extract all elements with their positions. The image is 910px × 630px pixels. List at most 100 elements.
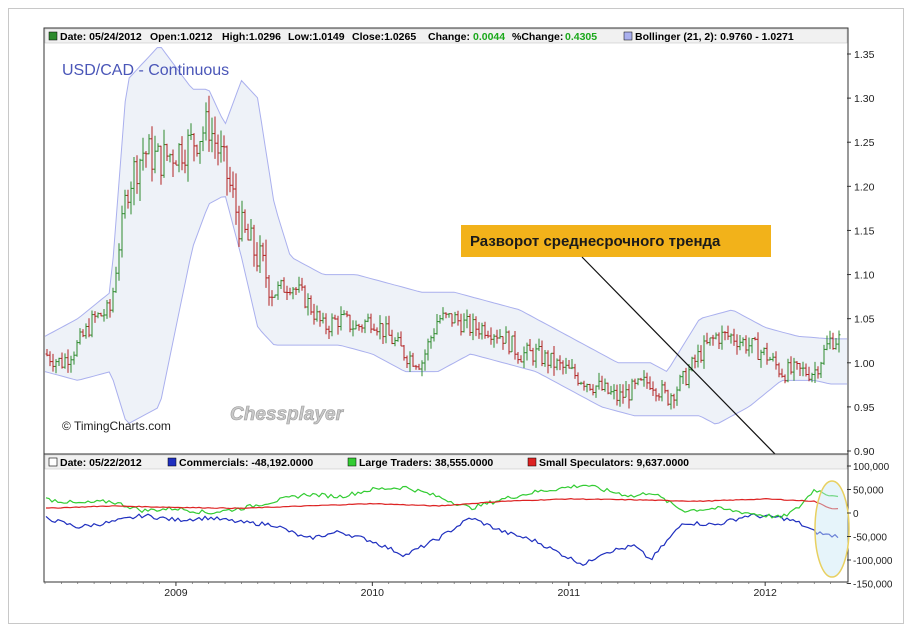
price-tick-label: 1.20 bbox=[854, 181, 875, 193]
price-bar bbox=[108, 299, 112, 318]
annotation-box bbox=[461, 225, 771, 257]
price-bar bbox=[834, 338, 838, 350]
price-bar bbox=[447, 313, 451, 318]
price-bar bbox=[201, 126, 205, 152]
price-bar bbox=[270, 290, 274, 307]
price-bar bbox=[660, 380, 664, 402]
price-bar bbox=[573, 363, 577, 379]
price-bar bbox=[729, 333, 733, 344]
price-bar bbox=[759, 349, 763, 368]
price-bar bbox=[207, 95, 211, 152]
price-bar bbox=[609, 385, 613, 395]
price-bar bbox=[636, 378, 640, 386]
price-bar bbox=[216, 134, 220, 166]
price-bar bbox=[129, 181, 133, 215]
price-bar bbox=[357, 323, 361, 331]
price-bar bbox=[561, 360, 565, 375]
price-bar bbox=[705, 332, 709, 345]
price-bar bbox=[219, 130, 223, 163]
price-bar bbox=[75, 340, 79, 357]
price-bar bbox=[252, 224, 256, 267]
price-bar bbox=[684, 367, 688, 386]
price-bar bbox=[654, 388, 658, 402]
price-bar bbox=[831, 332, 835, 350]
price-bar bbox=[210, 117, 214, 153]
price-bar bbox=[480, 322, 484, 340]
price-bar bbox=[741, 337, 745, 347]
price-bar bbox=[465, 309, 469, 329]
price-bar bbox=[651, 381, 655, 396]
price-bar bbox=[57, 357, 61, 366]
price-bar bbox=[579, 381, 583, 385]
price-bar bbox=[819, 361, 823, 378]
header-open: Open:1.0212 bbox=[150, 31, 213, 43]
price-bar bbox=[507, 330, 511, 355]
price-bar bbox=[333, 314, 337, 320]
legend-swatch-price bbox=[48, 31, 58, 41]
price-bar bbox=[720, 325, 724, 350]
price-bar bbox=[588, 383, 592, 391]
price-bar bbox=[657, 393, 661, 401]
price-bar bbox=[348, 314, 352, 333]
price-bar bbox=[429, 335, 433, 349]
price-bar bbox=[102, 309, 106, 322]
price-bar bbox=[837, 330, 841, 353]
price-bar bbox=[546, 350, 550, 374]
price-bar bbox=[111, 287, 115, 313]
price-bar bbox=[753, 336, 757, 341]
highlight-ellipse bbox=[814, 480, 850, 578]
price-bar bbox=[642, 370, 646, 387]
price-bar bbox=[615, 384, 619, 406]
price-bar bbox=[414, 364, 418, 370]
price-bar bbox=[168, 153, 172, 163]
price-bar bbox=[345, 310, 349, 318]
cot-axis: 100,000 50,000 0 -50,000 -100,000 -150,000 bbox=[847, 462, 893, 591]
price-bar bbox=[462, 313, 466, 333]
price-bar bbox=[294, 287, 298, 295]
price-bar bbox=[723, 331, 727, 341]
price-bar bbox=[687, 364, 691, 389]
price-bar bbox=[180, 136, 184, 171]
price-bar bbox=[663, 381, 667, 394]
price-bar bbox=[279, 279, 283, 289]
price-bar bbox=[327, 325, 331, 339]
price-bar bbox=[54, 359, 58, 374]
price-bar bbox=[114, 266, 118, 293]
price-bar bbox=[696, 344, 700, 368]
price-bar bbox=[282, 277, 286, 293]
price-tick-label: 1.25 bbox=[854, 137, 875, 149]
price-bar bbox=[363, 319, 367, 334]
price-bar bbox=[441, 307, 445, 321]
price-bar bbox=[186, 129, 190, 182]
price-bar bbox=[786, 358, 790, 383]
price-bar bbox=[315, 305, 319, 322]
time-axis: 2009 2010 2011 2012 bbox=[44, 582, 848, 599]
price-bar bbox=[825, 335, 829, 351]
price-bar bbox=[702, 335, 706, 369]
price-bar bbox=[246, 223, 250, 241]
price-bar bbox=[597, 372, 601, 390]
price-tick-label: 1.05 bbox=[854, 314, 875, 326]
price-bar bbox=[744, 335, 748, 354]
price-bar bbox=[498, 329, 502, 339]
price-bar bbox=[126, 189, 130, 209]
price-bar bbox=[261, 242, 265, 262]
price-bar bbox=[531, 347, 535, 366]
price-bar bbox=[672, 393, 676, 409]
price-bar bbox=[249, 219, 253, 241]
cot-tick-label: -50,000 bbox=[853, 533, 887, 544]
price-bar bbox=[156, 143, 160, 152]
price-bar bbox=[84, 323, 88, 339]
price-bar bbox=[711, 334, 715, 346]
price-bar bbox=[639, 377, 643, 381]
price-bar bbox=[495, 329, 499, 344]
band-layer bbox=[44, 46, 847, 425]
price-bar bbox=[552, 346, 556, 376]
legend-swatch-commercials bbox=[167, 457, 177, 467]
price-bar bbox=[408, 351, 412, 372]
price-bar bbox=[450, 313, 454, 327]
price-bar bbox=[147, 134, 151, 155]
price-bar bbox=[618, 384, 622, 407]
price-bar bbox=[621, 384, 625, 404]
